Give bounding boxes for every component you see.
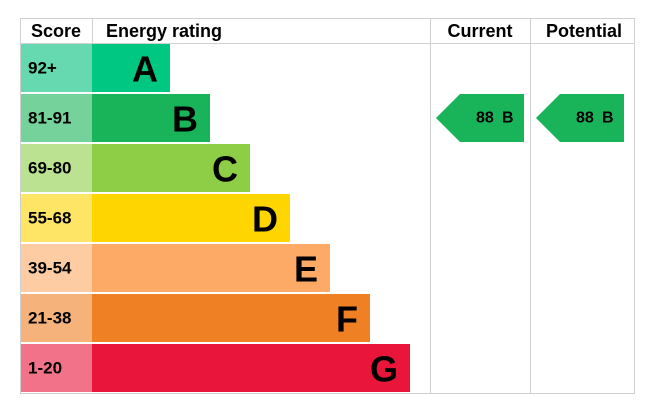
rating-bar <box>92 344 410 392</box>
current-arrow <box>436 94 524 142</box>
score-cell <box>21 44 92 92</box>
score-range: 81-91 <box>28 109 71 128</box>
potential-arrow <box>536 94 624 142</box>
score-cell <box>21 244 92 292</box>
potential-letter: B <box>602 110 614 127</box>
score-cell <box>21 344 92 392</box>
score-range: 1-20 <box>28 359 62 378</box>
rating-letter: E <box>294 249 318 290</box>
rating-letter: A <box>132 49 158 90</box>
header-potential: Potential <box>546 21 622 41</box>
rating-bar <box>92 144 250 192</box>
score-cell <box>21 94 92 142</box>
score-range: 39-54 <box>28 259 72 278</box>
header-current: Current <box>447 21 512 41</box>
header-rating: Energy rating <box>106 21 222 41</box>
score-cell <box>21 194 92 242</box>
current-score: 88 <box>476 110 494 127</box>
score-range: 55-68 <box>28 209 71 228</box>
frame <box>20 18 635 394</box>
rating-letter: G <box>370 349 398 390</box>
rating-bar <box>92 244 330 292</box>
rating-bar <box>92 94 210 142</box>
rating-bar <box>92 194 290 242</box>
rating-letter: B <box>172 99 198 140</box>
score-cell <box>21 144 92 192</box>
score-cell <box>21 294 92 342</box>
score-range: 69-80 <box>28 159 71 178</box>
rating-letter: D <box>252 199 278 240</box>
score-range: 92+ <box>28 59 57 78</box>
rating-bar <box>92 294 370 342</box>
score-range: 21-38 <box>28 309 71 328</box>
rating-bar <box>92 44 170 92</box>
current-letter: B <box>502 110 514 127</box>
rating-letter: F <box>336 299 358 340</box>
rating-letter: C <box>212 149 238 190</box>
header-score: Score <box>31 21 81 41</box>
potential-score: 88 <box>576 110 594 127</box>
